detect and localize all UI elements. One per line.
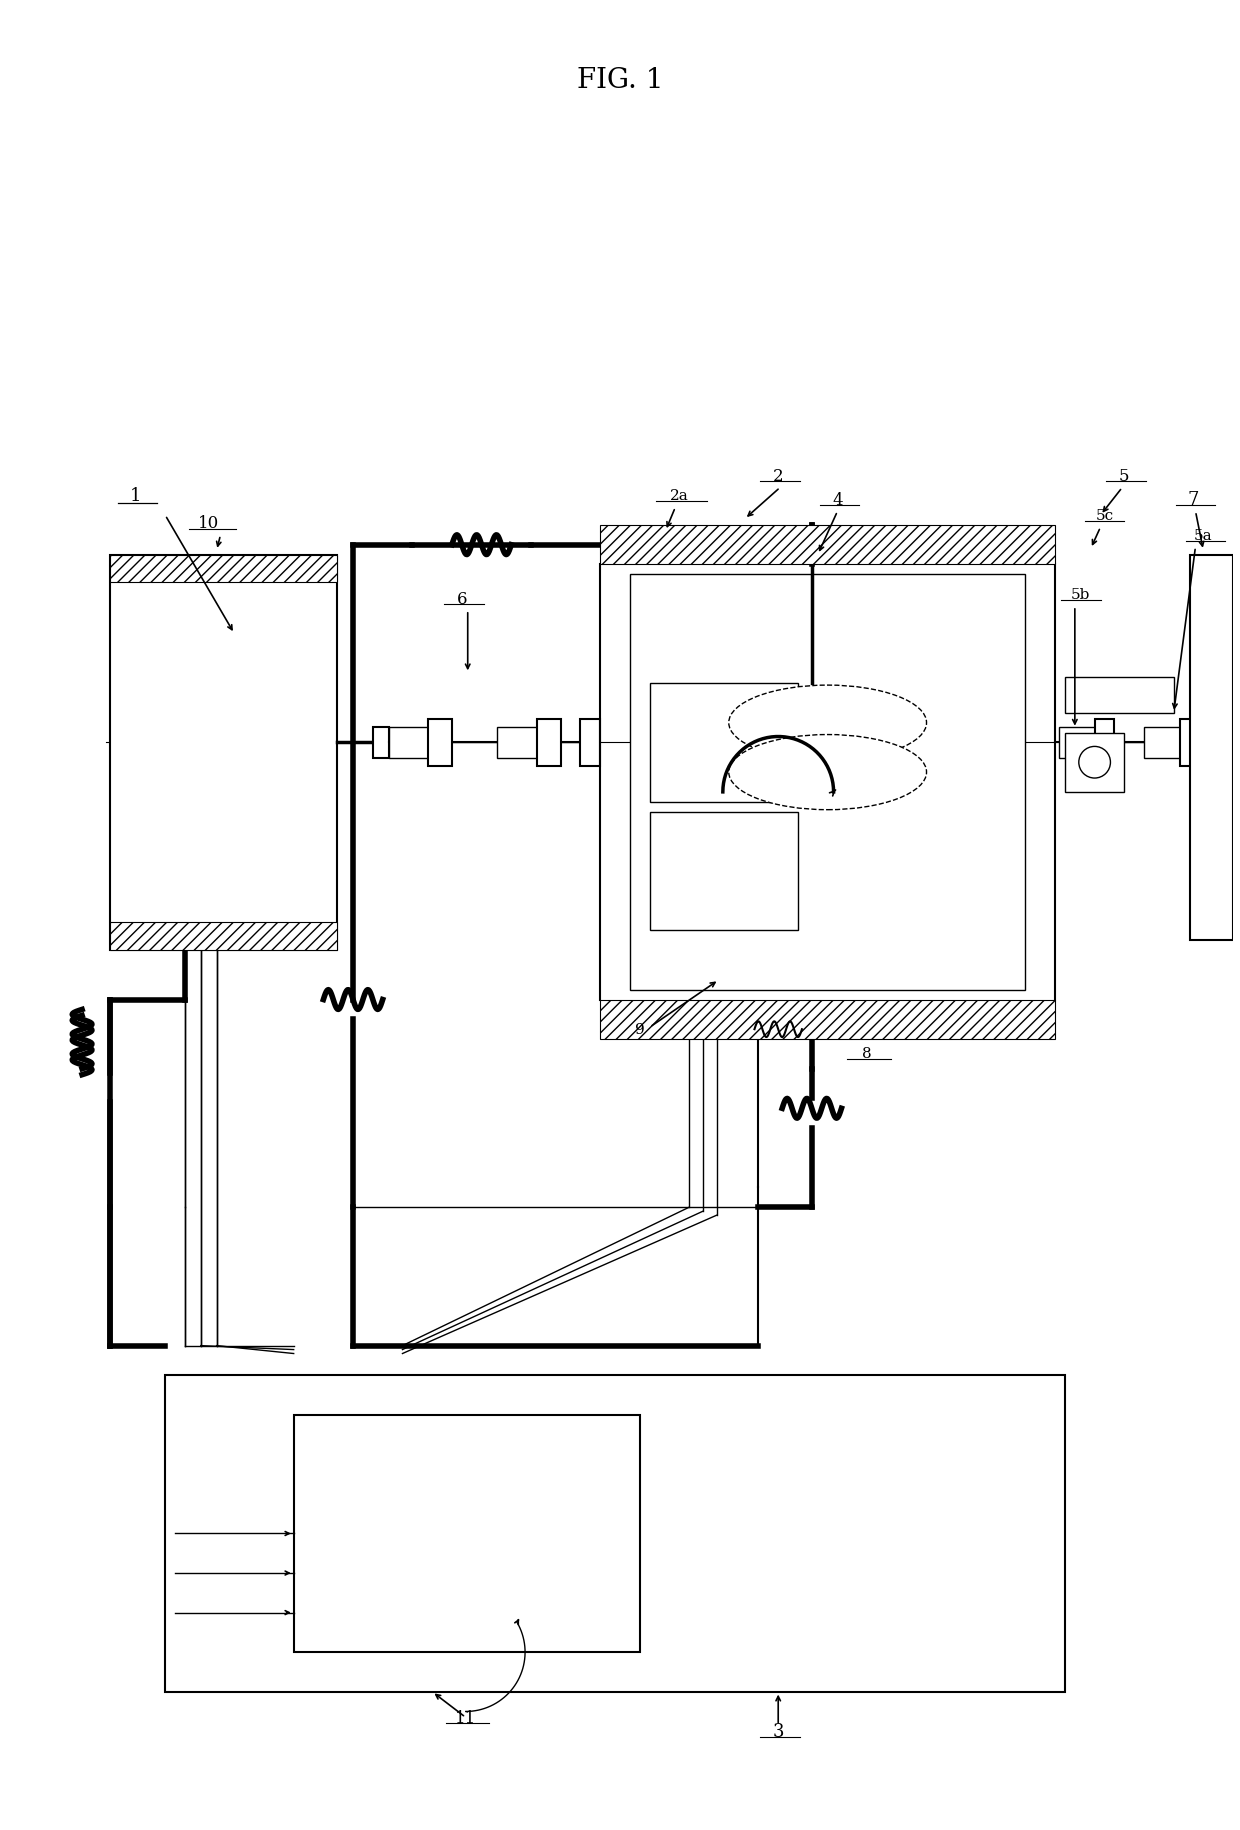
Text: 5a: 5a [1194,529,1213,542]
Text: 8: 8 [862,1047,872,1060]
Bar [650,813,799,931]
Bar [1065,734,1125,792]
Bar [110,922,337,950]
Text: 2: 2 [773,468,784,485]
Bar [1145,727,1179,759]
Bar [580,719,600,767]
Text: 5c: 5c [1095,509,1114,523]
Bar [1065,677,1174,714]
Bar [1179,719,1199,767]
Bar [373,727,388,759]
Text: 11: 11 [455,1709,476,1726]
Text: 7: 7 [1188,490,1199,509]
Bar [630,575,1025,990]
Bar [294,1415,640,1652]
Text: 2a: 2a [670,489,688,503]
Text: 5: 5 [1118,468,1130,485]
Text: 10: 10 [198,516,219,533]
Bar [600,525,1055,565]
Bar [497,727,537,759]
Text: 1: 1 [130,487,141,505]
Ellipse shape [729,736,926,811]
Text: 6: 6 [456,591,467,608]
Bar [600,999,1055,1039]
Text: 9: 9 [635,1023,645,1036]
Bar [110,554,337,584]
Bar [165,1376,1065,1691]
Text: 3: 3 [773,1722,784,1740]
Bar [1059,727,1095,759]
Bar [537,719,560,767]
Ellipse shape [729,686,926,761]
Bar [650,684,799,802]
Text: 4: 4 [832,492,843,509]
Text: 5b: 5b [1071,587,1090,602]
Bar [1189,554,1233,941]
Text: FIG. 1: FIG. 1 [577,68,663,95]
Bar [110,554,337,950]
Bar [388,727,428,759]
Bar [1199,703,1240,783]
Bar [1095,719,1115,767]
Bar [428,719,451,767]
